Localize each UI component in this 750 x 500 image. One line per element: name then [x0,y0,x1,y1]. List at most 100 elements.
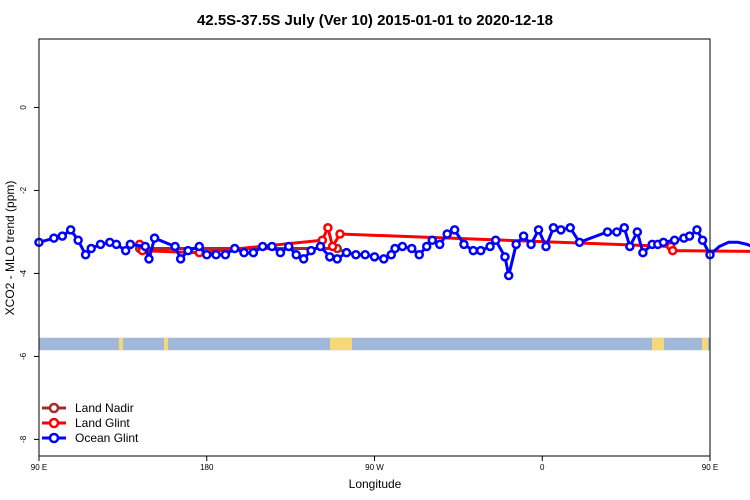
data-point-ocean-glint [65,225,76,235]
y-tick-label: 0 [19,105,28,110]
data-point-ocean-glint [194,241,205,252]
data-point-ocean-glint [459,239,469,250]
data-point-ocean-glint [541,241,551,252]
data-point-ocean-glint [632,227,643,237]
legend-label: Land Glint [75,416,130,430]
data-point-ocean-glint [248,247,259,258]
land-patch [164,337,168,351]
data-point-ocean-glint [619,223,630,233]
ocean-band [39,337,710,351]
data-point-ocean-glint [229,243,240,254]
chart-title: 42.5S-37.5S July (Ver 10) 2015-01-01 to … [197,12,553,29]
data-point-ocean-glint [351,250,361,260]
data-point-ocean-glint [220,250,231,260]
data-point-ocean-glint [49,233,59,243]
legend-label: Land Nadir [75,401,134,415]
data-point-ocean-glint [548,223,559,233]
data-point-ocean-glint [434,239,445,250]
data-point-ocean-glint [239,247,249,258]
data-point-ocean-glint [503,270,514,281]
land-patch [702,337,708,351]
data-point-ocean-glint [511,239,521,250]
land-patch [652,337,664,351]
data-point-ocean-glint [390,243,400,254]
data-point-ocean-glint [275,247,286,258]
x-tick-label: 90 E [702,463,718,472]
data-point-ocean-glint [658,237,669,248]
legend-label: Ocean Glint [75,431,139,445]
data-point-ocean-glint [291,250,301,260]
data-point-ocean-glint [414,250,424,260]
data-point-ocean-glint [533,225,544,235]
data-point-ocean-glint [211,250,221,260]
y-axis-label: XCO2 - MLO trend (ppm) [3,181,17,316]
data-point-ocean-glint [369,252,380,262]
data-point-land-glint [327,241,338,252]
series-ocean-glint [34,223,750,281]
data-point-ocean-glint [638,247,648,258]
data-point-ocean-glint [125,239,136,250]
legend-swatch-marker [48,417,60,429]
data-point-ocean-glint [427,235,438,245]
legend-item-land-nadir: Land Nadir [42,401,134,415]
legend-item-ocean-glint: Ocean Glint [42,431,139,445]
data-point-ocean-glint [183,245,193,256]
data-point-ocean-glint [500,252,510,262]
data-point-ocean-glint [86,243,96,254]
data-point-ocean-glint [120,245,131,256]
data-point-ocean-glint [565,223,575,233]
x-tick-label: 180 [200,463,214,472]
legend-swatch-marker [48,432,60,444]
data-point-ocean-glint [612,227,622,237]
data-point-ocean-glint [421,241,432,252]
data-point-ocean-glint [315,241,326,252]
y-tick-label: -4 [19,269,28,277]
data-point-ocean-glint [202,250,212,260]
data-point-ocean-glint [332,254,342,264]
y-tick-label: -8 [19,435,28,443]
data-point-ocean-glint [407,243,417,254]
data-point-ocean-glint [602,227,613,237]
data-point-ocean-glint [397,241,408,252]
land-patch [330,337,352,351]
data-point-ocean-glint [57,231,68,241]
data-point-ocean-glint [449,225,460,235]
data-point-ocean-glint [257,241,268,252]
data-point-ocean-glint [360,250,370,260]
data-point-ocean-glint [692,225,702,235]
data-point-ocean-glint [485,241,495,252]
data-point-ocean-glint [80,250,91,260]
legend-item-land-glint: Land Glint [42,416,130,430]
data-point-ocean-glint [574,237,585,248]
data-point-ocean-glint [325,252,335,262]
data-point-ocean-glint [95,239,106,250]
data-point-ocean-glint [341,247,352,258]
y-tick-label: -6 [19,352,28,360]
data-point-ocean-glint [669,235,680,245]
data-point-ocean-glint [140,241,150,252]
data-point-ocean-glint [526,239,536,250]
x-axis: 90 E 180 90 W 0 90 E [31,456,718,472]
data-point-ocean-glint [149,233,160,243]
data-point-ocean-glint [684,231,695,241]
legend-swatch-marker [48,402,60,414]
data-point-ocean-glint [306,245,316,256]
data-point-ocean-glint [144,254,154,264]
x-tick-label: 90 W [365,463,384,472]
x-tick-label: 0 [540,463,545,472]
data-point-land-glint [335,229,345,239]
data-point-ocean-glint [111,239,122,250]
data-point-ocean-glint [490,235,501,245]
data-point-ocean-glint [468,245,479,256]
data-point-ocean-glint [475,245,486,256]
data-point-land-glint [323,223,333,233]
data-point-ocean-glint [284,241,294,252]
data-point-ocean-glint [625,241,635,252]
data-point-ocean-glint [379,254,389,264]
x-axis-label: Longitude [349,477,402,491]
data-point-ocean-glint [518,231,529,241]
y-tick-label: -2 [19,186,28,194]
y-axis: 0 -2 -4 -6 -8 [19,105,39,443]
